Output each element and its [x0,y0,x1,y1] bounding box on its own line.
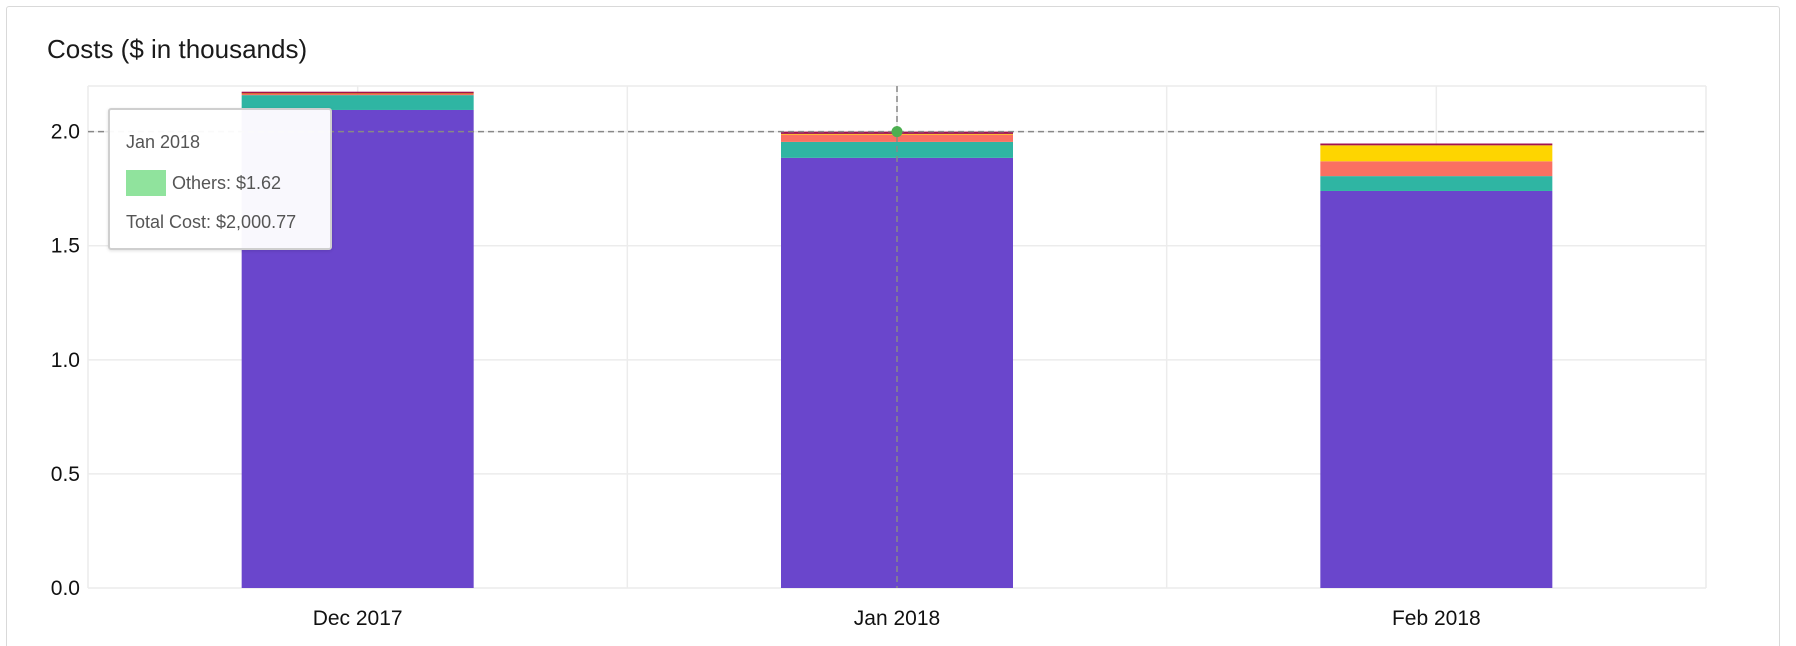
bar-segment[interactable] [1320,176,1553,191]
bar-segment[interactable] [1320,190,1553,589]
crosshair-point [891,126,903,138]
bar-segment[interactable] [241,93,474,96]
bar-segment[interactable] [241,91,474,94]
tooltip-total: Total Cost: $2,000.77 [126,212,297,232]
y-tick-label: 1.5 [51,235,80,258]
y-tick-label: 0.0 [51,577,80,600]
tooltip-series-label: Others: $1.62 [172,172,282,193]
x-tick-label: Feb 2018 [1392,607,1481,630]
chart-tooltip: Jan 2018 Others: $1.62 Total Cost: $2,00… [108,108,332,250]
bar-segment[interactable] [1320,145,1553,162]
x-tick-label: Dec 2017 [313,607,403,630]
chart-title: Costs ($ in thousands) [47,34,308,64]
tooltip-title: Jan 2018 [126,132,201,152]
bar-segment[interactable] [241,95,474,110]
tooltip-series-row: Others: $1.62 [126,170,281,196]
x-tick-label: Jan 2018 [854,607,940,630]
bar-segment[interactable] [1320,143,1553,146]
tooltip-swatch [126,170,166,196]
y-tick-label: 1.0 [51,349,80,372]
bar-segment[interactable] [1320,161,1553,177]
y-tick-label: 0.5 [51,463,80,486]
bar-segment[interactable] [781,157,1013,589]
y-tick-label: 2.0 [51,121,80,144]
